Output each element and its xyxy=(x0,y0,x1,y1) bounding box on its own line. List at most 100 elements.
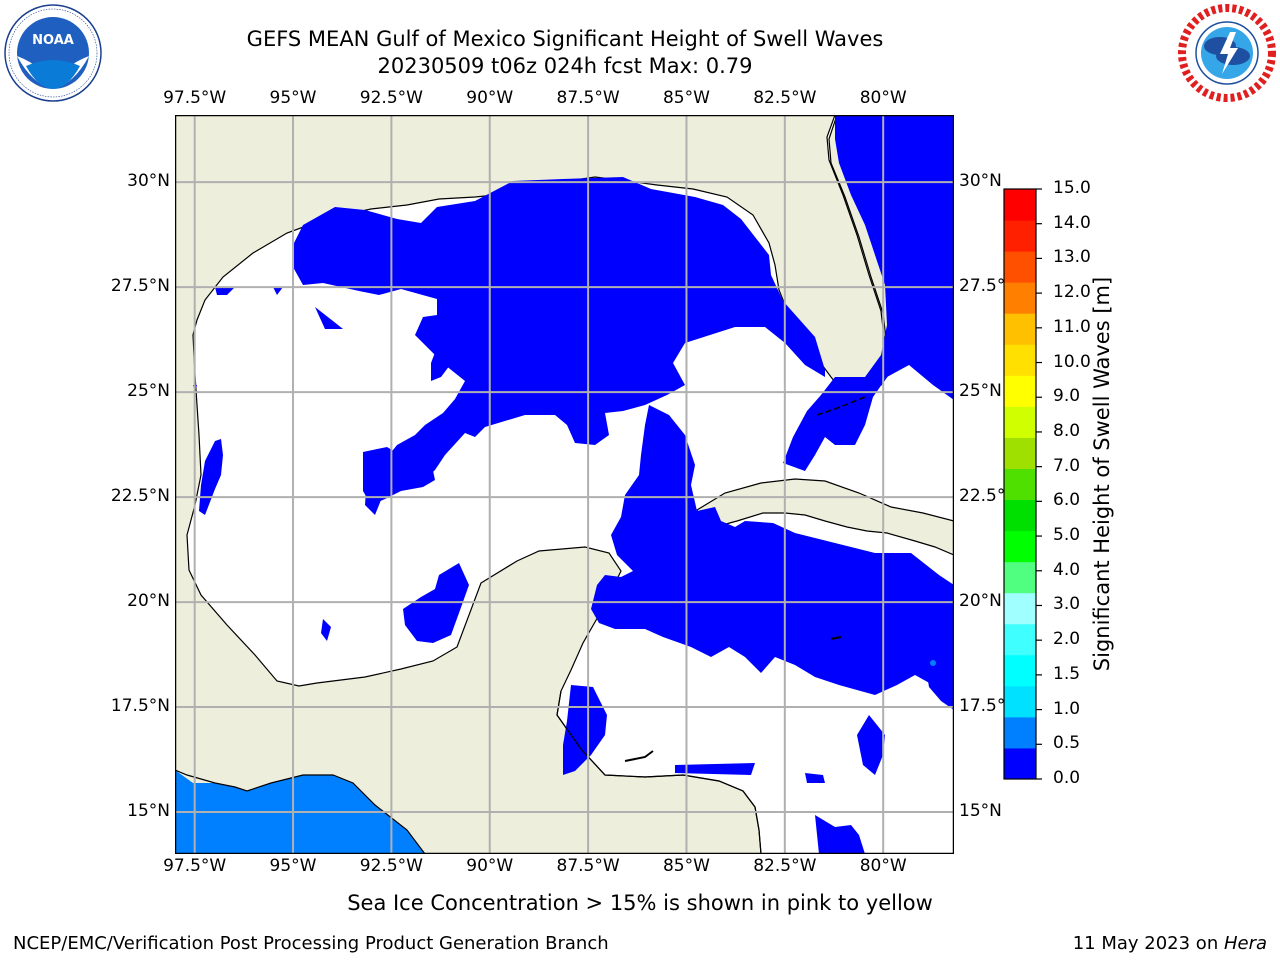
colorbar-box xyxy=(1004,530,1036,563)
lat-label-left: 25°N xyxy=(127,381,170,402)
lon-label-bottom: 82.5°W xyxy=(753,856,817,876)
colorbar-label: Significant Height of Swell Waves [m] xyxy=(1090,276,1114,672)
lat-label-right: 15°N xyxy=(959,801,1002,821)
colorbar-tick-label: 0.0 xyxy=(1053,768,1081,788)
colorbar-box xyxy=(1004,344,1036,376)
lon-label-top: 82.5°W xyxy=(753,88,817,108)
lon-label-bottom: 95°W xyxy=(269,856,317,876)
colorbar-box xyxy=(1004,623,1036,656)
colorbar-box xyxy=(1004,468,1036,501)
colorbar-tick-label: 12.0 xyxy=(1053,282,1091,303)
lat-label-right: 25°N xyxy=(959,381,1002,402)
colorbar-box xyxy=(1004,561,1036,594)
lon-label-top: 92.5°W xyxy=(359,88,423,108)
lon-label-top: 90°W xyxy=(466,88,514,108)
machine-label: Hera xyxy=(1223,933,1267,954)
colorbar-box xyxy=(1004,499,1036,532)
swell-cell-0.0-0.5 xyxy=(857,715,885,775)
lon-label-top: 80°W xyxy=(859,88,907,108)
credit-text: NCEP/EMC/Verification Post Processing Pr… xyxy=(13,933,609,954)
lon-label-bottom: 90°W xyxy=(466,856,514,876)
swell-cell-0.0-0.5 xyxy=(815,815,865,854)
swell-cell-0.0-0.5 xyxy=(675,763,755,775)
lon-label-top: 97.5°W xyxy=(163,88,227,108)
colorbar-box xyxy=(1004,716,1036,749)
colorbar-tick-label: 15.0 xyxy=(1053,178,1091,198)
swell-cell-0.0-0.5 xyxy=(591,405,954,710)
lat-label-right: 22.5°N xyxy=(959,486,1019,507)
lon-label-bottom: 97.5°W xyxy=(163,856,227,876)
swell-cell-0.0-0.5 xyxy=(925,660,954,710)
chart-subtitle: 20230509 t06z 024h fcst Max: 0.79 xyxy=(377,54,753,78)
colorbar-frame xyxy=(1003,188,1037,780)
swell-cell-0.0-0.5 xyxy=(293,177,825,515)
coastline xyxy=(830,636,842,640)
colorbar-box xyxy=(1004,654,1036,687)
colorbar-box xyxy=(1004,313,1036,345)
colorbar-tick-label: 8.0 xyxy=(1053,420,1081,441)
swell-cell-0.0-0.5 xyxy=(273,287,283,295)
coastline xyxy=(624,750,654,762)
lon-label-top: 85°W xyxy=(662,88,710,108)
colorbar-tick-label: 11.0 xyxy=(1053,316,1091,337)
colorbar-tick-label: 2.0 xyxy=(1053,629,1081,650)
coastline xyxy=(175,769,426,854)
colorbar-box xyxy=(1004,592,1036,625)
keys-coastline xyxy=(816,396,866,416)
lon-label-top: 95°W xyxy=(269,88,317,108)
colorbar-tick-label: 3.0 xyxy=(1053,594,1081,615)
swell-cell-0.0-0.5 xyxy=(199,439,223,515)
lon-label-top: 87.5°W xyxy=(556,88,620,108)
swell-cell-0.0-0.5 xyxy=(363,447,435,505)
lon-label-bottom: 85°W xyxy=(662,856,710,876)
colorbar-box xyxy=(1004,375,1036,407)
lat-label-right: 17.5°N xyxy=(959,696,1019,717)
lat-label-left: 30°N xyxy=(127,171,170,192)
colorbar-tick-label: 9.0 xyxy=(1053,386,1081,407)
swell-cell-0.0-0.5 xyxy=(321,619,331,641)
colorbar-tick-label: 0.5 xyxy=(1053,733,1081,754)
colorbar-tick-label: 1.0 xyxy=(1053,698,1081,719)
lat-label-right: 27.5°N xyxy=(959,276,1019,297)
lon-label-bottom: 87.5°W xyxy=(556,856,620,876)
colorbar-tick-label: 1.5 xyxy=(1053,663,1081,684)
swell-cell-0.5-1.0 xyxy=(930,660,936,666)
colorbar-box xyxy=(1004,251,1036,283)
nws-logo xyxy=(1178,4,1276,102)
lat-label-left: 15°N xyxy=(127,801,170,821)
chart-title: GEFS MEAN Gulf of Mexico Significant Hei… xyxy=(246,27,884,51)
colorbar-tick-label: 13.0 xyxy=(1053,247,1091,268)
colorbar-tick-label: 14.0 xyxy=(1053,212,1091,233)
date-label: 11 May 2023 on xyxy=(1072,933,1224,954)
noaa-logo: NOAA xyxy=(4,4,102,102)
colorbar-tick-label: 7.0 xyxy=(1053,455,1081,476)
colorbar-box xyxy=(1004,747,1036,780)
lon-label-bottom: 92.5°W xyxy=(359,856,423,876)
colorbar-box xyxy=(1004,189,1036,221)
swell-cell-0.0-0.5 xyxy=(805,773,825,783)
colorbar-box xyxy=(1004,437,1036,469)
lat-label-right: 20°N xyxy=(959,591,1002,612)
colorbar-box xyxy=(1004,406,1036,438)
sea-ice-note: Sea Ice Concentration > 15% is shown in … xyxy=(347,891,933,915)
colorbar-tick-label: 5.0 xyxy=(1053,525,1081,546)
swell-cell-0.0-0.5 xyxy=(215,287,235,295)
lat-label-left: 17.5°N xyxy=(110,696,170,717)
coastline xyxy=(556,690,762,854)
lat-label-right: 30°N xyxy=(959,171,1002,192)
lon-label-bottom: 80°W xyxy=(859,856,907,876)
lat-label-left: 27.5°N xyxy=(110,276,170,297)
map-panel xyxy=(175,115,954,854)
colorbar-box xyxy=(1004,685,1036,718)
lat-label-left: 22.5°N xyxy=(110,486,170,507)
colorbar-tick-label: 4.0 xyxy=(1053,559,1081,580)
swell-cell-0.0-0.5 xyxy=(783,115,954,471)
colorbar-box xyxy=(1004,220,1036,252)
swell-cell-0.0-0.5 xyxy=(315,307,343,329)
colorbar xyxy=(1003,188,1042,780)
noaa-logo-label: NOAA xyxy=(32,33,74,48)
colorbar-tick-label: 6.0 xyxy=(1053,490,1081,511)
colorbar-tick-label: 10.0 xyxy=(1053,351,1091,372)
swell-cell-0.0-0.5 xyxy=(431,341,453,381)
date-text: 11 May 2023 on Hera xyxy=(1073,933,1267,954)
